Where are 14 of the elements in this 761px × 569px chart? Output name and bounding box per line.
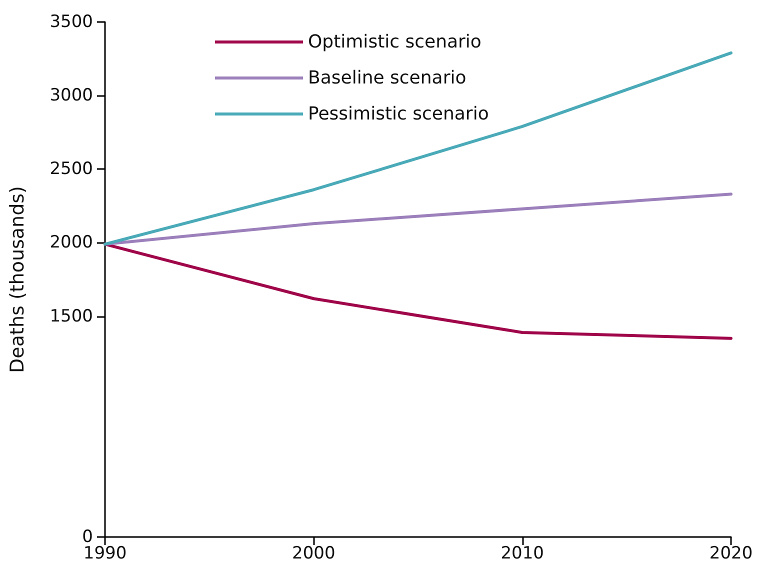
y-tick-label: 3500 — [50, 12, 93, 32]
legend-label: Optimistic scenario — [308, 32, 482, 52]
x-tick-label: 2020 — [709, 544, 753, 564]
y-tick-label: 1500 — [50, 306, 93, 326]
y-tick-label: 2000 — [50, 232, 93, 253]
line-series — [104, 51, 732, 246]
legend-label: Pessimistic scenario — [308, 104, 489, 124]
line-series — [104, 242, 732, 340]
x-tick-label: 2000 — [292, 544, 336, 564]
y-axis-title: Deaths (thousands) — [6, 186, 28, 373]
y-tick-label: 2500 — [50, 159, 93, 180]
legend-label: Baseline scenario — [308, 68, 466, 88]
x-tick-label: 2010 — [500, 544, 544, 564]
y-tick-label: 3000 — [50, 86, 93, 106]
